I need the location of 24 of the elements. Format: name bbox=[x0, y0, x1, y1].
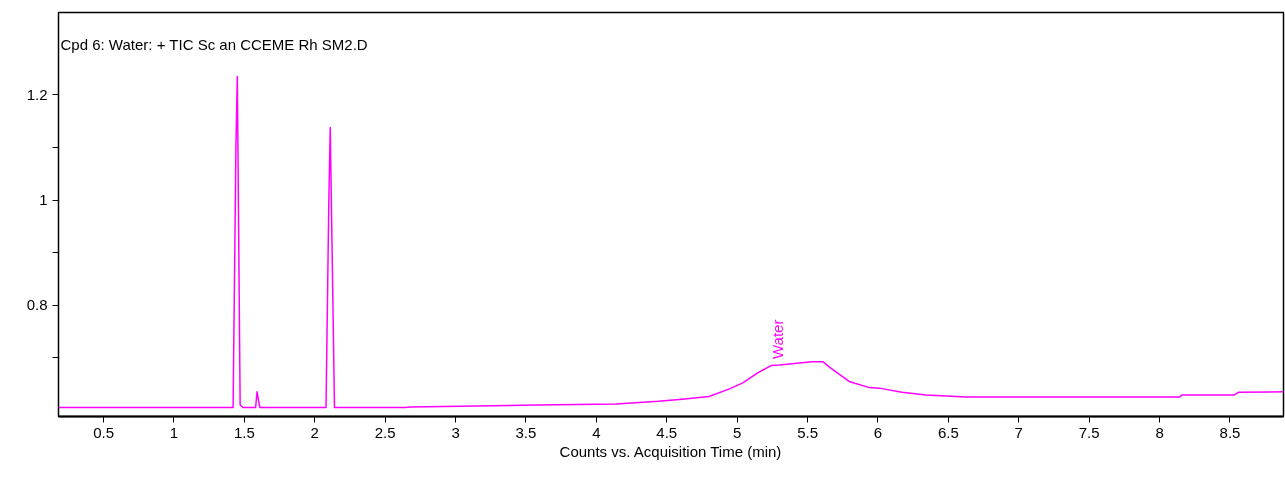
y-tick-label: 0.8 bbox=[26, 296, 48, 314]
x-tick-label: 7.5 bbox=[1078, 423, 1100, 441]
x-tick-label: 4 bbox=[592, 423, 601, 441]
x-tick-label: 1 bbox=[169, 423, 179, 441]
x-tick-label: 7 bbox=[1014, 423, 1023, 441]
x-tick-label: 3.5 bbox=[515, 423, 537, 441]
x-tick-label: 0.5 bbox=[93, 423, 114, 441]
x-tick-label: 8.5 bbox=[1219, 423, 1241, 441]
x-tick-label: 5.5 bbox=[797, 423, 819, 441]
x-tick-label: 1.5 bbox=[233, 423, 255, 441]
x-tick-label: 6 bbox=[873, 423, 883, 441]
y-tick-label: 1.2 bbox=[26, 85, 48, 103]
x-tick-label: 2.5 bbox=[374, 423, 396, 441]
x-tick-label: 4.5 bbox=[656, 423, 678, 441]
y-tick-label: 1 bbox=[39, 191, 48, 209]
x-tick-label: 5 bbox=[733, 423, 742, 441]
text: Cpd 6: Water: + TIC Sc an CCEME Rh SM2.D bbox=[60, 35, 368, 53]
annotation: Water bbox=[768, 319, 786, 360]
x-tick-label: 6.5 bbox=[937, 423, 959, 441]
x-axis-title: Counts vs. Acquisition Time (min) bbox=[559, 442, 782, 460]
x-tick-label: 3 bbox=[451, 423, 460, 441]
x-tick-label: 2 bbox=[310, 423, 319, 441]
x-tick-label: 8 bbox=[1155, 423, 1164, 441]
line-series bbox=[58, 75, 1284, 409]
